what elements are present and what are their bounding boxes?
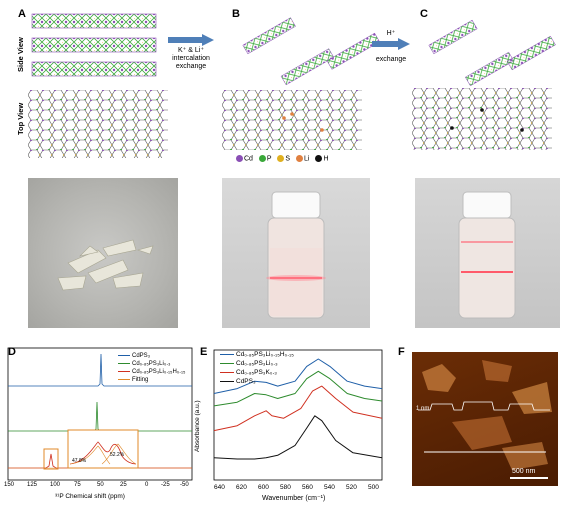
afm-height-label: 1 nm — [416, 406, 430, 412]
legend-p-icon — [258, 155, 266, 162]
nmr-legend-item: Cd₀.₈₅PS₃Li₀.₃ — [118, 360, 185, 368]
nmr-legend-label: Cd₀.₈₅PS₃Li₀.₃ — [132, 361, 171, 367]
nmr-tick: 125 — [27, 482, 38, 488]
ir-legend-label: Cd₀.₈₅PS₃Li₀.₃ — [236, 360, 278, 367]
panel-label-c: C — [420, 8, 428, 20]
ir-legend-item: Cd₀.₈₅PS₃K₀.₃ — [220, 368, 294, 377]
arrow-bc — [372, 38, 410, 50]
panel-label-a: A — [18, 8, 26, 20]
atom-legend: Cd P S Li H — [236, 155, 329, 162]
ir-tick: 640 — [214, 484, 225, 491]
panel-label-b: B — [232, 8, 240, 20]
nmr-legend-item: CdPS₃ — [118, 352, 185, 360]
legend-li-label: Li — [304, 155, 310, 163]
panel-b-sheets — [242, 17, 380, 86]
legend-p-label: P — [266, 155, 272, 163]
nmr-tick: 100 — [50, 482, 61, 488]
nmr-inset-label-1: 47.8% — [72, 458, 87, 464]
legend-s-label: S — [285, 155, 291, 163]
nmr-legend-item: Cd₀.₈₅PS₃Li₀.₁₅H₀.₁₅ — [118, 368, 185, 376]
ir-tick: 520 — [346, 484, 357, 491]
panel-d-nmr — [7, 347, 193, 481]
arrow-bc-line1: H⁺ — [386, 30, 396, 37]
side-view-label: Side View — [16, 37, 25, 72]
arrow-ab — [168, 34, 214, 46]
nmr-tick: 25 — [120, 482, 127, 488]
nmr-tick: 75 — [74, 482, 81, 488]
chart-frame — [213, 349, 383, 481]
afm-scale-label: 500 nm — [512, 468, 536, 475]
photo-vial-b — [222, 178, 370, 328]
nmr-legend: CdPS₃ Cd₀.₈₅PS₃Li₀.₃ Cd₀.₈₅PS₃Li₀.₁₅H₀.₁… — [118, 352, 185, 384]
photo-vial-c — [415, 178, 560, 328]
panel-e-chart — [213, 349, 383, 481]
panel-label-f: F — [398, 346, 405, 358]
ir-legend-label: Cd₀.₈₅PS₃Li₀.₁₅H₀.₁₅ — [236, 351, 294, 358]
ir-tick: 500 — [368, 484, 379, 491]
afm-image — [412, 352, 558, 486]
nmr-legend-label: CdPS₃ — [132, 353, 151, 359]
photo-crystals — [28, 178, 178, 328]
nmr-inset-label-2: 52.2% — [110, 452, 125, 458]
nmr-legend-label: Cd₀.₈₅PS₃Li₀.₁₅H₀.₁₅ — [132, 369, 186, 375]
nmr-x-ticks: 150 125 100 75 50 25 0 -25 -50 — [4, 482, 194, 492]
arrow-bc-line2: exchange — [375, 56, 407, 63]
line-swatch-icon — [220, 353, 234, 355]
line-swatch-icon — [118, 378, 130, 380]
panel-a-side-view — [31, 13, 157, 77]
ir-ylabel: Absorbance (a.u.) — [194, 400, 201, 452]
series-line-1 — [213, 370, 383, 407]
arrow-ab-line2: intercalation — [172, 55, 210, 62]
panel-a-top-view — [28, 90, 168, 158]
nmr-tick: 150 — [4, 482, 15, 488]
ir-tick: 540 — [324, 484, 335, 491]
ir-legend-item: Cd₀.₈₅PS₃Li₀.₃ — [220, 359, 294, 368]
arrow-ab-line1: K⁺ & Li⁺ — [177, 47, 205, 54]
ir-legend-label: CdPS₃ — [236, 378, 256, 385]
nmr-legend-item: Fitting — [118, 376, 185, 384]
legend-h-icon — [315, 155, 323, 162]
ir-x-ticks: 640 620 600 580 560 540 520 500 — [212, 484, 384, 494]
nmr-xlabel: ³¹P Chemical shift (ppm) — [55, 493, 125, 500]
ir-legend: Cd₀.₈₅PS₃Li₀.₁₅H₀.₁₅ Cd₀.₈₅PS₃Li₀.₃ Cd₀.… — [220, 350, 294, 386]
line-swatch-icon — [220, 380, 234, 382]
panel-c-top-view — [412, 88, 552, 150]
line-swatch-icon — [118, 362, 130, 364]
ir-tick: 560 — [302, 484, 313, 491]
panel-b-top-view — [222, 90, 362, 150]
series-line-2 — [213, 385, 383, 432]
ir-tick: 600 — [258, 484, 269, 491]
ir-tick: 580 — [280, 484, 291, 491]
nmr-tick: -50 — [180, 482, 189, 488]
ir-xlabel: Wavenumber (cm⁻¹) — [262, 495, 326, 502]
legend-s-icon — [277, 155, 285, 162]
series-line-0 — [213, 358, 383, 394]
nmr-tick: 50 — [97, 482, 104, 488]
nmr-tick: -25 — [161, 482, 170, 488]
nmr-tick: 0 — [145, 482, 149, 488]
line-swatch-icon — [118, 370, 130, 372]
top-view-label: Top View — [16, 102, 25, 135]
legend-li-icon — [296, 155, 304, 162]
legend-cd-label: Cd — [244, 155, 253, 163]
nmr-legend-label: Fitting — [132, 377, 149, 383]
ir-legend-item: CdPS₃ — [220, 377, 294, 386]
line-swatch-icon — [118, 354, 130, 356]
legend-cd-icon — [236, 155, 243, 162]
arrow-ab-line3: exchange — [175, 63, 207, 70]
panel-label-d: D — [8, 346, 16, 358]
ir-tick: 620 — [236, 484, 247, 491]
panel-c-sheets — [428, 19, 556, 87]
panel-label-e: E — [200, 346, 208, 358]
ir-legend-label: Cd₀.₈₅PS₃K₀.₃ — [236, 369, 277, 376]
legend-h-label: H — [323, 155, 329, 163]
series-line-3 — [213, 415, 383, 460]
ir-legend-item: Cd₀.₈₅PS₃Li₀.₁₅H₀.₁₅ — [220, 350, 294, 359]
line-swatch-icon — [220, 371, 234, 373]
line-swatch-icon — [220, 362, 234, 364]
